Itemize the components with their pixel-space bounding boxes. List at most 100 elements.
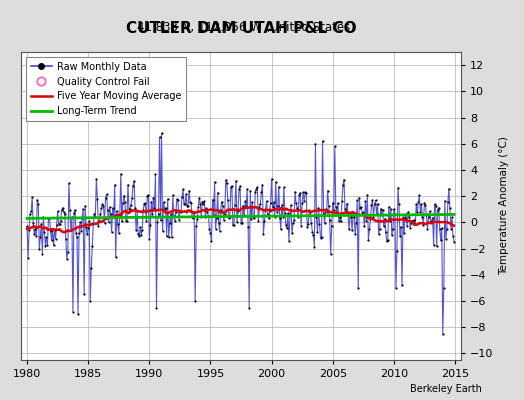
Point [392,285,400,291]
Point [440,285,448,291]
Point [108,205,117,211]
Point [222,177,230,183]
Point [51,236,60,242]
Point [106,211,115,217]
Point [427,219,435,225]
Point [56,220,64,227]
Point [248,199,256,205]
Point [228,183,236,189]
Point [113,208,121,214]
Point [102,191,111,198]
Point [421,202,430,208]
Point [103,207,112,214]
Point [373,210,381,217]
Point [413,209,421,216]
Point [251,188,259,195]
Point [356,205,365,212]
Point [46,228,54,234]
Point [345,226,353,232]
Point [271,179,280,185]
Point [319,210,328,216]
Point [193,216,201,223]
Point [69,308,77,315]
Point [445,185,453,192]
Point [145,236,154,242]
Point [257,189,266,195]
Point [155,211,163,218]
Point [337,198,346,204]
Point [84,225,92,232]
Point [149,194,158,201]
Point [210,212,218,218]
Point [194,204,202,210]
Point [267,176,276,182]
Point [348,227,356,233]
Point [354,285,363,291]
Point [289,220,297,226]
Point [224,196,232,203]
Point [183,202,191,209]
Point [181,201,189,207]
Point [277,226,285,232]
Point [59,205,67,211]
Point [226,214,234,220]
Point [372,197,380,204]
Point [446,205,454,212]
Point [187,200,195,206]
Point [134,231,143,238]
Point [178,194,186,200]
Point [350,214,358,220]
Point [212,215,221,222]
Point [322,208,331,215]
Point [276,214,284,221]
Point [349,210,357,217]
Point [91,214,100,220]
Point [195,195,203,201]
Point [197,214,205,220]
Point [174,216,183,223]
Point [83,231,91,238]
Point [118,218,126,225]
Point [243,186,252,192]
Point [136,224,145,230]
Point [216,207,225,214]
Point [260,217,269,224]
Point [139,206,147,213]
Point [365,226,374,233]
Point [176,208,184,214]
Point [45,215,53,221]
Point [154,219,162,226]
Point [253,184,261,190]
Point [87,264,95,271]
Point [439,330,447,337]
Point [430,242,438,248]
Point [290,217,298,224]
Point [140,200,148,207]
Point [265,208,274,214]
Point [151,171,160,178]
Point [264,210,272,217]
Point [30,230,38,237]
Point [330,206,338,213]
Title: CUTLER DAM UTAH P&L CO: CUTLER DAM UTAH P&L CO [126,20,356,36]
Point [359,209,367,216]
Point [366,216,375,222]
Point [31,226,39,232]
Point [126,206,134,212]
Point [324,203,333,209]
Point [160,206,169,212]
Point [256,201,265,207]
Point [186,199,194,205]
Point [386,218,394,224]
Point [297,222,305,229]
Legend: Raw Monthly Data, Quality Control Fail, Five Year Moving Average, Long-Term Tren: Raw Monthly Data, Quality Control Fail, … [26,57,187,121]
Point [347,214,355,220]
Point [287,202,295,208]
Point [346,212,354,218]
Point [190,209,199,215]
Point [351,231,359,237]
Point [360,222,368,229]
Point [314,204,323,211]
Point [416,208,424,215]
Point [105,204,114,210]
